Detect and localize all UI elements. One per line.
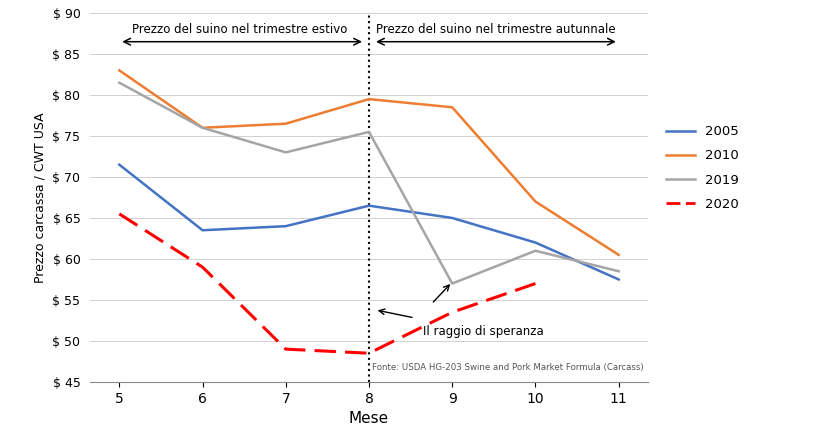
2019 (115, 80, 124, 85)
2005 (115, 162, 124, 167)
2010 (197, 125, 207, 130)
Text: Prezzo del suino nel trimestre autunnale: Prezzo del suino nel trimestre autunnale (375, 23, 614, 36)
Line: 2019: 2019 (120, 83, 618, 283)
Legend: 2005, 2010, 2019, 2020: 2005, 2010, 2019, 2020 (665, 125, 738, 211)
Y-axis label: Prezzo carcassa / CWT USA: Prezzo carcassa / CWT USA (34, 112, 47, 283)
2019 (446, 281, 456, 286)
2020 (364, 351, 373, 356)
2019 (197, 125, 207, 130)
2020 (446, 309, 456, 315)
Text: Prezzo del suino nel trimestre estivo: Prezzo del suino nel trimestre estivo (132, 23, 347, 36)
2019 (530, 248, 540, 253)
2005 (281, 224, 291, 229)
2010 (530, 199, 540, 204)
2020 (281, 346, 291, 352)
2005 (530, 240, 540, 245)
2020 (197, 265, 207, 270)
Text: Fonte: USDA HG-203 Swine and Pork Market Formula (Carcass): Fonte: USDA HG-203 Swine and Pork Market… (372, 363, 643, 372)
2005 (364, 203, 373, 208)
Line: 2010: 2010 (120, 70, 618, 255)
2019 (613, 269, 622, 274)
2010 (364, 96, 373, 102)
Line: 2020: 2020 (120, 214, 535, 353)
2020 (115, 211, 124, 217)
2005 (197, 228, 207, 233)
2020 (530, 281, 540, 286)
2019 (281, 150, 291, 155)
Text: Il raggio di speranza: Il raggio di speranza (423, 325, 543, 338)
2010 (446, 105, 456, 110)
2005 (446, 215, 456, 220)
2010 (115, 68, 124, 73)
2019 (364, 129, 373, 135)
2010 (613, 252, 622, 257)
2005 (613, 277, 622, 282)
Line: 2005: 2005 (120, 164, 618, 279)
2010 (281, 121, 291, 126)
X-axis label: Mese: Mese (349, 411, 388, 426)
